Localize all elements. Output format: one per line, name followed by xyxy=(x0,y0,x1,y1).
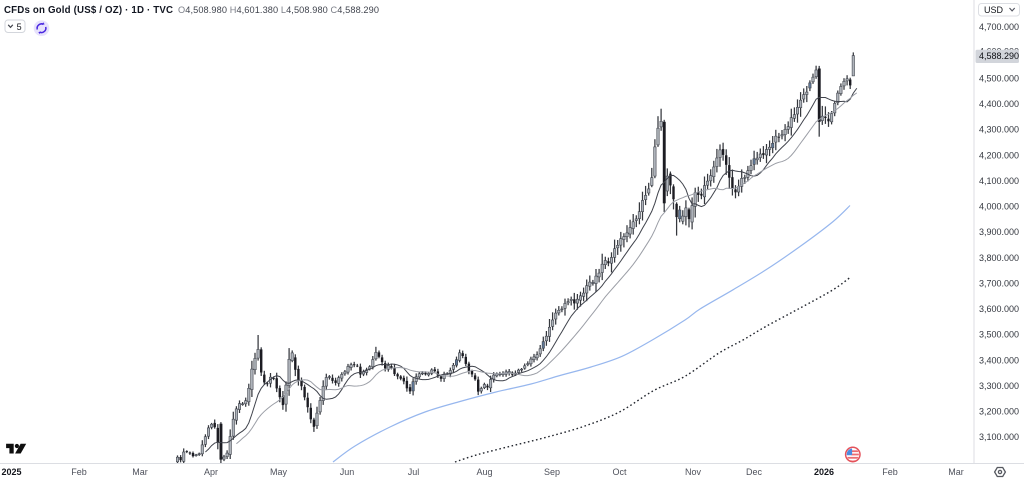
svg-text:4,500.000: 4,500.000 xyxy=(979,74,1019,84)
svg-text:O4,508.980 H4,601.380 L4,508.9: O4,508.980 H4,601.380 L4,508.980 C4,588.… xyxy=(178,5,379,15)
svg-text:4,588.290: 4,588.290 xyxy=(979,51,1019,61)
svg-text:3,200.000: 3,200.000 xyxy=(979,407,1019,417)
svg-text:5: 5 xyxy=(17,22,22,32)
svg-text:USD: USD xyxy=(984,5,1004,15)
svg-text:Nov: Nov xyxy=(685,467,702,477)
svg-text:3,600.000: 3,600.000 xyxy=(979,304,1019,314)
svg-text:3,100.000: 3,100.000 xyxy=(979,432,1019,442)
svg-text:4,100.000: 4,100.000 xyxy=(979,176,1019,186)
svg-text:Feb: Feb xyxy=(71,467,87,477)
svg-text:3,700.000: 3,700.000 xyxy=(979,278,1019,288)
svg-text:Jun: Jun xyxy=(340,467,355,477)
svg-text:Oct: Oct xyxy=(612,467,627,477)
svg-text:4,300.000: 4,300.000 xyxy=(979,125,1019,135)
svg-text:3,300.000: 3,300.000 xyxy=(979,381,1019,391)
svg-text:Apr: Apr xyxy=(204,467,218,477)
svg-text:3,500.000: 3,500.000 xyxy=(979,330,1019,340)
svg-text:Sep: Sep xyxy=(544,467,560,477)
svg-text:4,400.000: 4,400.000 xyxy=(979,99,1019,109)
svg-text:2026: 2026 xyxy=(814,467,834,477)
svg-text:3,900.000: 3,900.000 xyxy=(979,227,1019,237)
svg-text:Aug: Aug xyxy=(476,467,492,477)
svg-text:4,700.000: 4,700.000 xyxy=(979,22,1019,32)
svg-text:Mar: Mar xyxy=(948,467,964,477)
svg-text:May: May xyxy=(270,467,288,477)
svg-text:3,800.000: 3,800.000 xyxy=(979,253,1019,263)
svg-text:Dec: Dec xyxy=(746,467,763,477)
svg-text:4,000.000: 4,000.000 xyxy=(979,202,1019,212)
svg-text:Jul: Jul xyxy=(408,467,420,477)
svg-text:Mar: Mar xyxy=(132,467,148,477)
svg-text:CFDs on Gold (US$ / OZ) · 1D ·: CFDs on Gold (US$ / OZ) · 1D · TVC xyxy=(4,5,173,16)
svg-text:Feb: Feb xyxy=(882,467,898,477)
svg-text:4,200.000: 4,200.000 xyxy=(979,150,1019,160)
svg-text:2025: 2025 xyxy=(1,467,21,477)
svg-text:3,400.000: 3,400.000 xyxy=(979,355,1019,365)
